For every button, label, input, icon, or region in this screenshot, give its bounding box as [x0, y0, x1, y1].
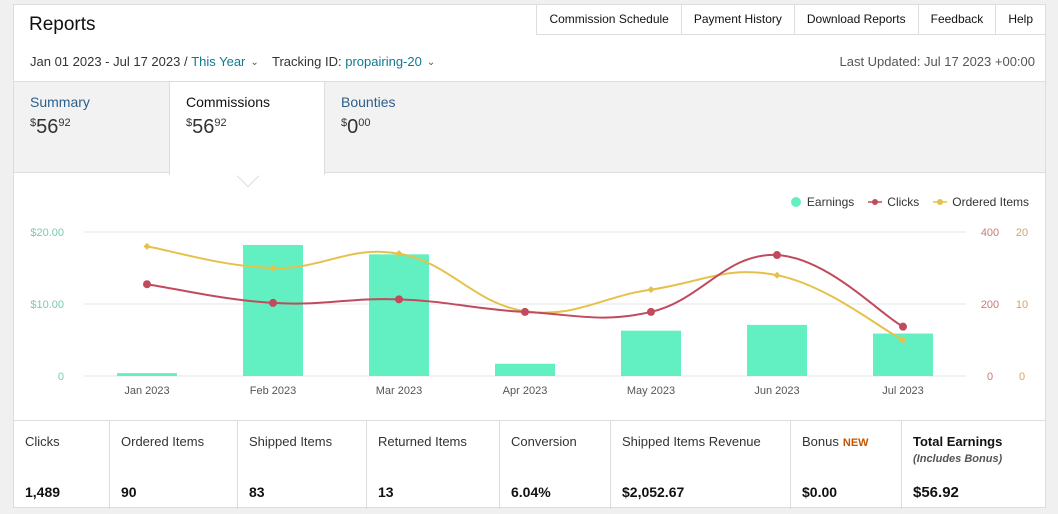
page-title: Reports: [29, 14, 96, 35]
stat-total-earnings: Total Earnings (Includes Bonus) $56.92: [913, 434, 1003, 501]
earnings-bar: [621, 330, 681, 376]
top-nav: Commission Schedule Payment History Down…: [536, 5, 1045, 35]
legend-earnings[interactable]: Earnings: [790, 195, 854, 209]
tab-bounties[interactable]: Bounties $000: [325, 82, 475, 174]
earnings-swatch-icon: [790, 197, 801, 207]
chart-legend: Earnings Clicks Ordered Items: [776, 195, 1029, 209]
middle-axis-tick: 200: [981, 299, 999, 311]
earnings-bar: [117, 373, 177, 376]
stat-shipped-items: Shipped Items 83: [238, 421, 367, 509]
clicks-point: [647, 307, 655, 316]
stat-ordered-items: Ordered Items 90: [110, 421, 238, 509]
ordered-items-point: [773, 271, 781, 279]
x-axis-tick: Feb 2023: [250, 385, 296, 397]
summary-tabs: Summary $5692 Commissions $5692 Bounties…: [14, 81, 1045, 188]
help-button[interactable]: Help: [1008, 12, 1033, 26]
legend-ordered-items[interactable]: Ordered Items: [933, 195, 1029, 209]
x-axis-tick: Apr 2023: [503, 385, 548, 397]
last-updated: Last Updated: Jul 17 2023 +00:00: [839, 54, 1035, 69]
earnings-bar: [495, 363, 555, 376]
ordered-items-swatch-icon: [933, 199, 948, 205]
clicks-point: [395, 295, 403, 304]
period-dropdown[interactable]: This Year: [191, 54, 246, 69]
left-axis-tick: $10.00: [30, 299, 64, 311]
stats-row: Clicks 1,489 Ordered Items 90 Shipped Item…: [14, 420, 1045, 509]
tab-commissions[interactable]: Commissions $5692: [169, 82, 325, 188]
ordered-items-point: [269, 264, 277, 272]
clicks-point: [521, 307, 529, 316]
new-badge: NEW: [842, 437, 869, 449]
tab-label: Summary: [30, 94, 90, 110]
stat-bonus: Bonus NEW $0.00: [791, 421, 902, 509]
middle-axis-tick: 400: [981, 227, 999, 239]
filter-bar: Jan 01 2023 - Jul 17 2023 / This Year ⌄ …: [30, 54, 441, 69]
legend-clicks[interactable]: Clicks: [868, 195, 919, 209]
stat-clicks: Clicks 1,489: [14, 421, 110, 509]
right-axis-tick: 10: [1016, 299, 1028, 311]
date-range-text: Jan 01 2023 - Jul 17 2023 /: [30, 54, 188, 69]
chevron-down-icon[interactable]: ⌄: [250, 57, 259, 68]
tracking-label: Tracking ID:: [272, 54, 342, 69]
feedback-button[interactable]: Feedback: [919, 5, 997, 34]
reports-card: Reports Commission Schedule Payment Hist…: [13, 4, 1046, 509]
clicks-point: [143, 280, 151, 289]
clicks-point: [269, 298, 277, 307]
x-axis-tick: Mar 2023: [376, 385, 422, 397]
left-axis-tick: $20.00: [30, 227, 64, 239]
clicks-point: [899, 322, 907, 331]
ordered-items-point: [647, 286, 655, 294]
ordered-items-point: [143, 242, 151, 250]
ordered-items-point: [899, 336, 907, 344]
chevron-down-icon[interactable]: ⌄: [426, 57, 436, 68]
download-reports-button[interactable]: Download Reports: [795, 5, 919, 34]
x-axis-tick: May 2023: [627, 385, 675, 397]
x-axis-tick: Jun 2023: [754, 385, 799, 397]
clicks-point: [773, 251, 781, 260]
stat-conversion: Conversion 6.04%: [500, 421, 611, 509]
stat-returned-items: Returned Items 13: [367, 421, 500, 509]
right-axis-tick: 0: [1019, 371, 1025, 383]
tab-summary[interactable]: Summary $5692: [14, 82, 169, 174]
earnings-bar: [747, 324, 807, 376]
x-axis-tick: Jan 2023: [124, 385, 169, 397]
right-axis-tick: 20: [1016, 227, 1028, 239]
tab-value: $5692: [186, 116, 227, 138]
clicks-swatch-icon: [868, 199, 883, 205]
x-axis-tick: Jul 2023: [882, 385, 924, 397]
earnings-chart: 0 $10.00 $20.00 0 200 400 0 10 20 Jan 2023 Feb 202…: [30, 227, 1028, 397]
commission-schedule-button[interactable]: Commission Schedule: [537, 5, 682, 34]
left-axis-tick: 0: [58, 371, 64, 383]
earnings-bar: [369, 254, 429, 376]
ordered-items-point: [395, 250, 403, 258]
payment-history-button[interactable]: Payment History: [682, 5, 795, 34]
tab-label: Bounties: [341, 94, 396, 110]
tab-value: $000: [341, 116, 371, 138]
stat-shipped-revenue: Shipped Items Revenue $2,052.67: [611, 421, 791, 509]
tab-label: Commissions: [186, 94, 271, 110]
middle-axis-tick: 0: [987, 371, 993, 383]
tab-value: $5692: [30, 116, 71, 138]
tracking-id-dropdown[interactable]: propairing-20: [345, 54, 422, 69]
